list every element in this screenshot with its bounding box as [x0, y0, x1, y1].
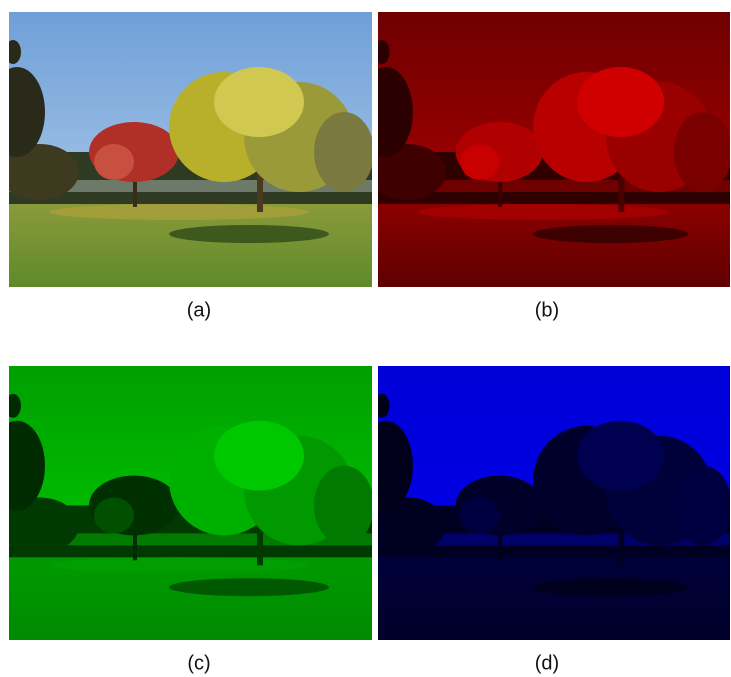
photo-red-channel — [378, 12, 730, 287]
photo-green-channel — [9, 366, 372, 640]
caption: (b) — [535, 299, 559, 321]
caption: (a) — [187, 299, 211, 321]
caption: (c) — [187, 652, 210, 674]
caption: (d) — [535, 652, 559, 674]
photo-blue-channel — [378, 366, 730, 640]
photo-original — [9, 12, 372, 287]
